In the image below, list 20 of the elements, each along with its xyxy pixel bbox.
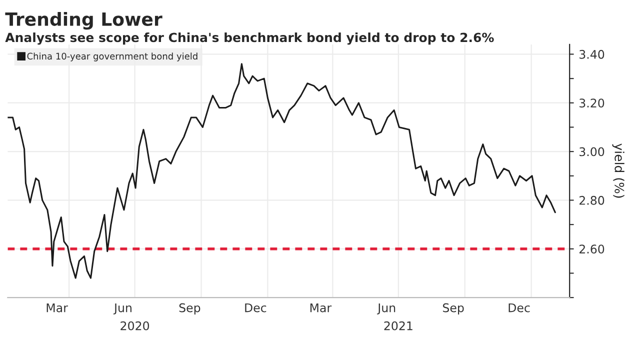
line-series bbox=[8, 63, 556, 279]
text: 2021 bbox=[384, 321, 412, 330]
x-tick-label: Jun bbox=[377, 303, 396, 314]
chart-subtitle: Analysts see scope for China's benchmark bond yield to drop to 2.6% bbox=[5, 32, 494, 45]
x-tick-label: Mar bbox=[46, 303, 68, 312]
legend-label: China 10-year government bond yield bbox=[27, 52, 198, 62]
x-tick-label: Dec bbox=[245, 303, 266, 312]
x-tick-label: Dec bbox=[508, 303, 530, 312]
x-tick-label: Sep bbox=[179, 303, 200, 315]
x-tick-label: Mar bbox=[310, 303, 332, 312]
x-tick-label: Sep bbox=[442, 303, 464, 315]
y-axis-title: yield (%) bbox=[612, 144, 624, 198]
y-tick-label: 2.60 bbox=[579, 244, 604, 254]
x-tick-label: Jun bbox=[113, 303, 132, 314]
y-tick-label: 2.80 bbox=[579, 196, 604, 205]
y-tick-label: 3.00 bbox=[580, 147, 604, 156]
y-tick-label: 3.40 bbox=[580, 50, 604, 59]
text: 2020 bbox=[120, 321, 150, 330]
y-tick-label: 3.20 bbox=[580, 98, 604, 108]
chart-title: Trending Lower bbox=[5, 12, 162, 30]
